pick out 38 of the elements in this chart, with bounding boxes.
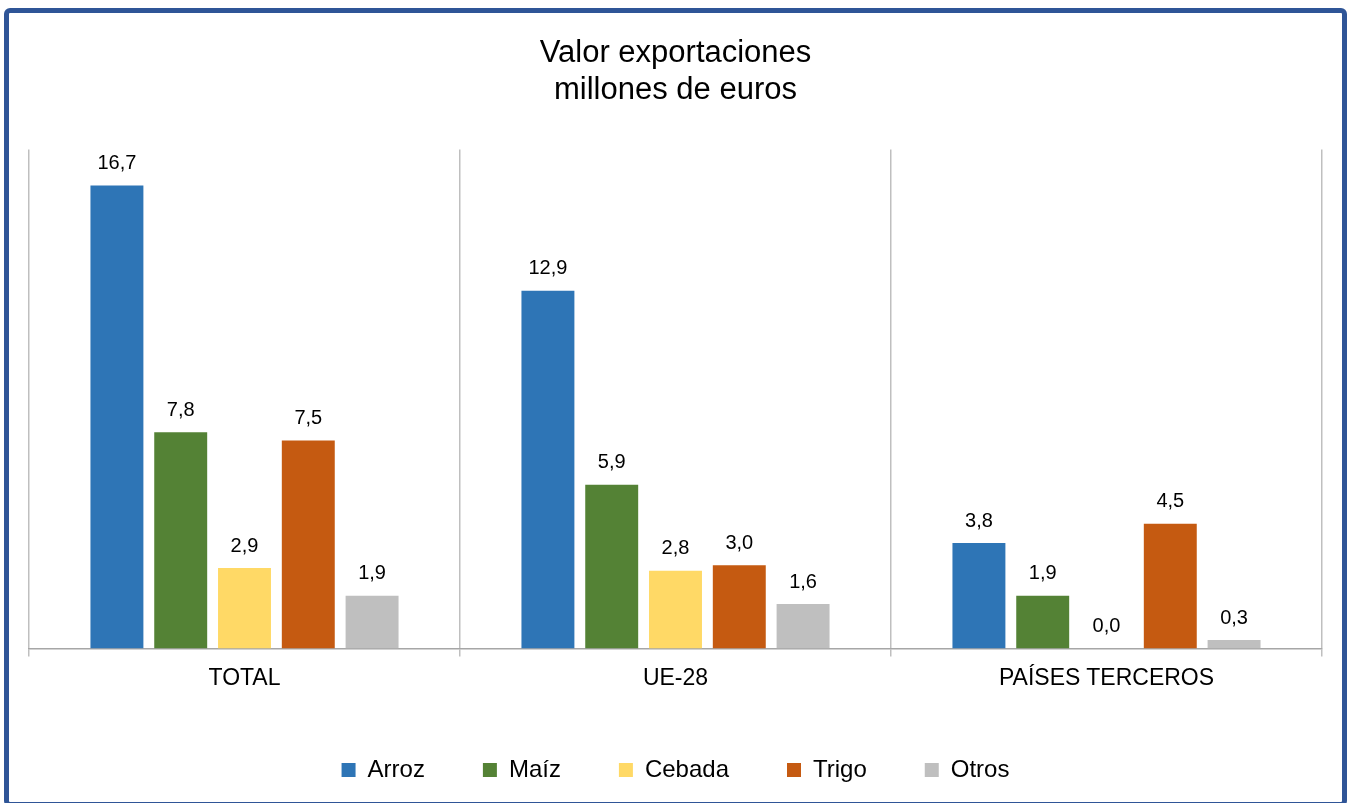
bar [154,432,208,649]
bar [776,604,830,649]
data-label: 7,8 [166,397,195,420]
bar [281,440,335,649]
x-tick-label: UE-28 [642,663,709,690]
data-label: 0,0 [1092,613,1121,636]
chart-title: Valor exportaciones millones de euros [539,34,812,107]
data-label: 1,9 [358,561,386,584]
bar [712,565,766,649]
legend-label: Cebada [644,754,730,782]
data-label: 7,5 [294,406,323,428]
bar [952,543,1006,649]
bar [218,568,271,649]
data-label: 3,8 [965,508,993,531]
data-label: 1,9 [1028,561,1057,584]
data-label: 12,9 [528,256,568,279]
bar [521,290,575,649]
bar [1143,523,1197,649]
legend-label: Maíz [508,754,561,782]
legend-label: Trigo [812,754,867,782]
bar [90,185,144,649]
data-label: 2,9 [230,533,259,556]
bar [1207,640,1261,649]
data-label: 2,8 [661,536,690,559]
data-label: 16,7 [97,150,137,173]
bar [649,570,702,649]
data-label: 5,9 [597,450,626,473]
x-tick-label: PAÍSES TERCEROS [998,663,1215,690]
bar [1016,595,1070,649]
bar [345,595,399,649]
data-label: 1,6 [789,569,817,592]
data-label: 3,0 [725,530,754,553]
legend-label: Arroz [367,754,425,782]
bar [585,484,639,649]
legend-label: Otros [950,754,1010,782]
data-label: 0,3 [1220,605,1248,628]
data-label: 4,5 [1156,489,1185,512]
x-tick-label: TOTAL [208,663,281,690]
